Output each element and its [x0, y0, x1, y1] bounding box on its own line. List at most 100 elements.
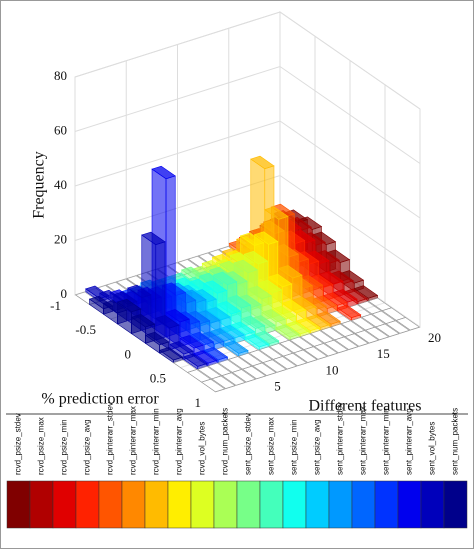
bar-top	[285, 321, 311, 335]
bar	[211, 375, 236, 389]
bar-top	[303, 346, 328, 360]
legend-swatch	[397, 480, 422, 529]
legend-swatch	[52, 480, 77, 529]
bar	[354, 330, 380, 344]
legend-label: sent_pinterarr_stdev	[336, 402, 345, 475]
bar-top	[212, 271, 238, 285]
bar	[241, 365, 267, 380]
bar-top	[334, 336, 359, 350]
bar-top	[295, 317, 321, 332]
bar	[375, 323, 400, 337]
bar-top	[252, 362, 277, 376]
bar	[183, 353, 208, 370]
bar-top	[183, 353, 208, 367]
bar-top	[313, 343, 339, 357]
legend-label: rcvd_psize_avg	[83, 419, 92, 475]
bar-top	[333, 289, 358, 303]
bar-top	[241, 365, 267, 380]
y-tick-label: 10	[326, 362, 339, 377]
legend-label: rcvd_num_packets	[221, 408, 230, 475]
bar-top	[244, 334, 270, 348]
legend-label: sent_psize_avg	[313, 419, 322, 475]
legend-label: sent_pinterarr_min	[382, 408, 391, 475]
legend-swatch	[167, 480, 192, 529]
bar-top	[385, 320, 410, 334]
bar-top	[155, 315, 180, 329]
bar-top	[169, 341, 194, 355]
bar	[313, 343, 339, 357]
legend-label: rcvd_psize_stdev	[14, 413, 23, 475]
bar-top	[206, 306, 231, 321]
bar-top	[250, 155, 275, 170]
bar-top	[253, 231, 279, 245]
x-tick-label: 1	[195, 395, 202, 410]
bar-top	[226, 295, 252, 309]
legend-swatch	[420, 480, 445, 529]
bar-top	[319, 271, 344, 285]
bar-top	[271, 305, 297, 320]
z-tick-label: 40	[54, 177, 67, 192]
bar	[262, 359, 287, 373]
bar-top	[144, 331, 170, 346]
bar	[334, 336, 359, 350]
bar	[158, 347, 184, 364]
bar-top	[224, 340, 249, 354]
bar-top	[375, 323, 400, 337]
legend-label: rcvd_pinterarr_max	[129, 406, 138, 475]
bar-top	[272, 356, 298, 370]
bar-top	[230, 321, 256, 335]
bar	[364, 326, 390, 341]
bar-top	[231, 369, 257, 383]
bar-top	[240, 315, 266, 329]
bar-top	[281, 299, 307, 314]
z-tick-label: 0	[61, 286, 68, 301]
legend-swatch	[190, 480, 215, 529]
bar	[244, 334, 270, 351]
x-tick-label: 0	[125, 346, 132, 361]
x-tick-label: -1	[50, 298, 61, 313]
bar-top	[220, 324, 245, 339]
bar-top	[261, 309, 286, 323]
y-axis-title: Different features	[309, 398, 422, 415]
legend-label: sent_pinterarr_max	[359, 406, 368, 475]
legend-label: sent_psize_min	[290, 419, 299, 475]
legend-swatch	[351, 480, 376, 529]
bar-top	[282, 352, 308, 367]
bar-top	[292, 296, 317, 310]
bar	[252, 362, 277, 376]
bar	[282, 352, 308, 367]
z-axis-title: Frequency	[31, 151, 48, 219]
bar	[231, 369, 257, 383]
legend-label: sent_pinterarr_avg	[405, 408, 414, 475]
bar-top	[316, 311, 341, 325]
z-tick-label: 60	[54, 122, 67, 137]
legend-swatch	[75, 480, 100, 529]
bar-top	[130, 314, 156, 328]
bar-top	[264, 206, 289, 220]
legend-label: sent_psize_stdev	[244, 413, 253, 475]
legend-label: rcvd_pinterarr_stdev	[106, 402, 115, 475]
y-tick-label: 20	[428, 330, 441, 345]
bar	[385, 320, 410, 334]
bar-top	[293, 349, 318, 363]
bar-top	[395, 317, 421, 331]
bar	[395, 317, 421, 331]
y-tick-label: 15	[377, 346, 390, 361]
legend-swatch	[121, 480, 146, 529]
legend-swatch	[282, 480, 307, 529]
bar-top	[344, 333, 369, 347]
legend-swatch	[328, 480, 353, 529]
legend-label: rcvd_psize_min	[60, 419, 69, 475]
bar-top	[203, 347, 229, 361]
bar-top	[158, 347, 184, 361]
bar-top	[243, 251, 269, 265]
bar-top	[267, 273, 293, 288]
bar-top	[233, 259, 258, 274]
bar	[293, 349, 318, 363]
legend-label: rcvd_psize_max	[37, 417, 46, 475]
bar	[336, 304, 362, 322]
y-tick-label: 5	[274, 379, 281, 394]
bar	[221, 372, 246, 386]
bar-top	[364, 326, 390, 341]
